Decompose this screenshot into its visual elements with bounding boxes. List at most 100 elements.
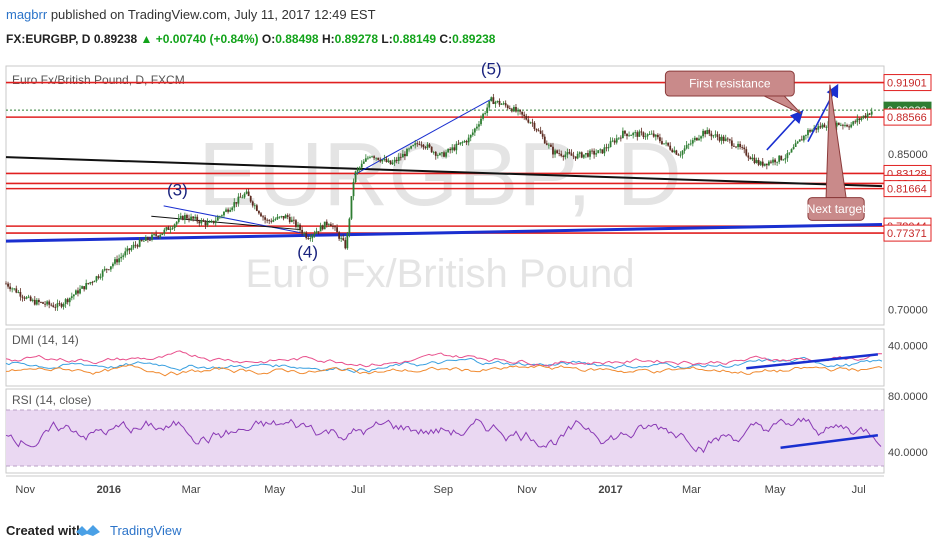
chart-area[interactable]: EURGBP, D Euro Fx/British Pound Euro Fx/Br… [0,56,932,510]
candle-body [484,113,487,114]
x-tick-label: Sep [434,484,454,496]
candle-body [301,229,304,234]
candle-body [186,215,188,219]
candle-body [850,124,853,128]
candle-body [591,150,593,152]
candle-body [286,215,289,217]
dmi-tick-label: 40.0000 [888,340,928,352]
candle-body [142,240,145,242]
candle-body [233,202,236,208]
candle-body [290,219,293,222]
rsi-title: RSI (14, close) [12,393,91,407]
candle-body [401,153,404,158]
candle-body [200,220,203,224]
candle-body [208,222,211,223]
candle-body [418,143,421,145]
up-triangle-icon: ▲ [140,32,153,46]
candle-body [728,139,731,141]
candle-body [50,304,53,306]
candle-body [560,153,563,156]
candle-body [634,132,637,134]
candle-body [718,137,721,141]
candle-body [447,148,450,153]
candle-body [171,227,174,229]
candle-body [342,238,345,241]
candle-body [788,152,791,154]
candle-body [640,131,643,133]
candle-body [467,137,470,143]
candle-body [247,191,250,197]
candle-body [126,248,129,252]
candle-body [587,153,589,157]
candle-body [103,268,106,271]
candle-body [249,196,252,202]
candle-body [449,148,452,151]
author-link[interactable]: magbrr [6,7,48,22]
candle-body [255,205,258,211]
close-value: 0.89238 [452,32,496,46]
candle-body [747,155,750,158]
open-value: 0.88498 [275,32,319,46]
candle-body [120,256,123,259]
candle-body [473,128,476,133]
candle-body [842,124,844,126]
candle-body [307,238,310,240]
candle-body [782,159,785,161]
candle-body [482,113,484,119]
candle-body [64,299,67,304]
candle-body [558,153,561,154]
candle-body [165,227,168,230]
candle-body [412,145,415,147]
candle-body [15,288,18,293]
candle-body [299,224,301,230]
candle-body [679,154,682,156]
x-tick-label: May [765,484,786,496]
candle-body [858,118,861,121]
candle-body [525,116,528,120]
candle-body [38,299,40,303]
candle-body [862,115,865,118]
price-label-box [883,180,932,198]
low-label: L: [381,32,393,46]
candle-body [780,155,783,160]
candle-body [218,216,221,218]
candle-body [9,286,12,290]
dmi-title: DMI (14, 14) [12,333,79,347]
candle-body [99,276,102,278]
high-value: 0.89278 [334,32,379,46]
candle-body [66,299,69,303]
chart-svg[interactable]: EURGBP, D Euro Fx/British Pound Euro Fx/Br… [0,56,932,510]
candle-body [167,227,170,230]
candle-body [496,100,499,102]
candle-body [739,143,742,148]
candle-body [733,145,735,147]
candle-body [330,224,332,227]
candle-body [753,157,756,164]
candle-body [188,218,190,220]
candle-body [698,138,700,141]
candle-body [352,181,355,197]
candle-body [527,119,530,123]
candle-body [295,220,297,227]
pane-border [5,328,885,387]
candle-body [638,131,641,137]
tradingview-brand[interactable]: TradingView [110,523,182,538]
candle-body [568,152,571,154]
projection-arrow [766,110,804,151]
candle-body [436,155,439,156]
candle-body [685,145,688,149]
candle-body [693,137,696,141]
candle-body [741,147,744,148]
candle-body [385,158,388,162]
rsi-tick-label: 40.0000 [888,447,928,459]
candle-body [465,141,468,143]
candle-body [70,296,73,298]
candle-body [582,154,585,158]
symbol: FX:EURGBP, D [6,32,91,46]
candle-body [264,217,266,220]
candle-body [284,215,287,219]
candle-body [77,290,79,294]
candle-body [338,232,341,239]
candle-body [706,129,709,135]
candle-body [854,121,857,123]
